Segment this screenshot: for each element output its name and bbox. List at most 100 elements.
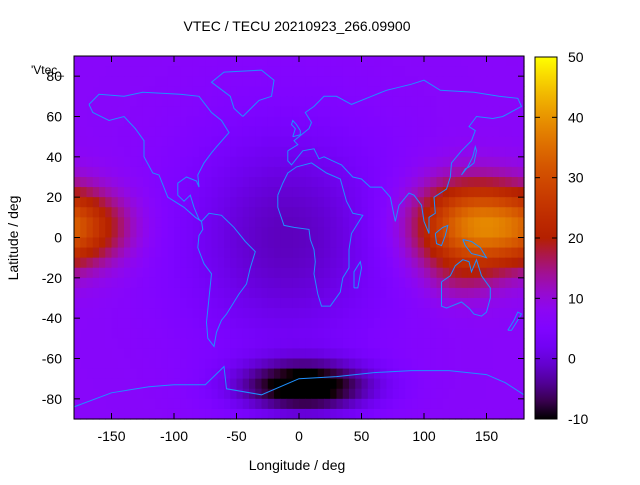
heatmap-cell (186, 398, 194, 410)
heatmap-cell (180, 338, 188, 350)
heatmap-cell (167, 86, 175, 97)
heatmap-cell (355, 308, 363, 319)
heatmap-cell (280, 378, 288, 390)
heatmap-cell (180, 166, 188, 178)
heatmap-cell (180, 408, 188, 420)
heatmap-cell (111, 146, 119, 158)
heatmap-cell (486, 116, 494, 128)
heatmap-cell (92, 247, 100, 259)
heatmap-cell (499, 187, 506, 198)
heatmap-cell (367, 86, 375, 97)
heatmap-cell (242, 368, 250, 380)
colorbar-tick-label: 10 (568, 290, 584, 306)
heatmap-cell (436, 86, 444, 97)
heatmap-cell (405, 378, 413, 390)
heatmap-cell (361, 398, 369, 410)
heatmap-cell (505, 177, 513, 188)
heatmap-cell (392, 237, 400, 249)
heatmap-cell (199, 96, 206, 108)
heatmap-cell (124, 398, 131, 410)
heatmap-cell (336, 378, 344, 390)
heatmap-cell (167, 217, 175, 229)
x-axis-label: Longitude / deg (249, 457, 346, 473)
heatmap-cell (174, 56, 181, 67)
colorbar-tick-label: 20 (568, 230, 584, 246)
heatmap-cell (230, 338, 238, 350)
heatmap-cell (486, 136, 494, 148)
heatmap-cell (230, 116, 238, 128)
heatmap-cell (180, 177, 188, 188)
heatmap-cell (255, 217, 263, 229)
heatmap-cell (105, 408, 113, 420)
heatmap-cell (105, 187, 113, 198)
heatmap-cell (74, 328, 81, 339)
heatmap-cell (449, 106, 456, 118)
heatmap-cell (486, 388, 494, 400)
heatmap-cell (111, 217, 119, 229)
heatmap-cell (424, 298, 431, 309)
heatmap-cell (236, 277, 244, 289)
heatmap-cell (361, 308, 369, 319)
coastline-new-guinea (462, 239, 488, 259)
heatmap-cell (480, 217, 488, 229)
heatmap-cell (449, 56, 456, 67)
heatmap-cell (280, 308, 288, 319)
heatmap-cell (192, 318, 200, 329)
heatmap-cell (386, 126, 394, 138)
heatmap-cell (267, 298, 275, 309)
heatmap-cell (461, 388, 469, 400)
heatmap-cell (217, 146, 225, 158)
heatmap-cell (117, 156, 125, 168)
heatmap-cell (155, 328, 163, 339)
heatmap-cell (386, 277, 394, 289)
heatmap-cell (342, 177, 350, 188)
heatmap-cell (361, 66, 369, 77)
heatmap-cell (324, 136, 331, 148)
coastline-new-zealand (507, 311, 523, 331)
heatmap-cell (442, 267, 450, 279)
heatmap-cell (142, 368, 150, 380)
heatmap-cell (424, 388, 431, 400)
heatmap-cell (174, 96, 181, 108)
heatmap-cell (130, 217, 138, 229)
heatmap-cell (380, 156, 388, 168)
heatmap-cell (330, 96, 338, 108)
heatmap-cell (149, 398, 156, 410)
heatmap-cell (242, 308, 250, 319)
heatmap-cell (117, 126, 125, 138)
heatmap-cell (80, 76, 88, 87)
heatmap-cell (480, 408, 488, 420)
heatmap-cell (267, 257, 275, 269)
heatmap-cell (499, 207, 506, 218)
heatmap-cell (380, 187, 388, 198)
heatmap-cell (142, 177, 150, 188)
heatmap-cell (136, 298, 144, 309)
y-tick-label: 80 (46, 68, 62, 84)
heatmap-cell (299, 116, 306, 128)
heatmap-cell (430, 227, 438, 239)
heatmap-cell (517, 398, 525, 410)
heatmap-cell (205, 166, 213, 178)
heatmap-cell (411, 217, 419, 229)
heatmap-cell (399, 56, 406, 67)
heatmap-cell (424, 227, 431, 239)
heatmap-cell (99, 146, 106, 158)
heatmap-cell (361, 116, 369, 128)
heatmap-cell (361, 56, 369, 67)
heatmap-cell (286, 298, 294, 309)
heatmap-cell (205, 338, 213, 350)
heatmap-cell (411, 106, 419, 118)
heatmap-cell (224, 116, 231, 128)
heatmap-cell (461, 96, 469, 108)
heatmap-cell (267, 207, 275, 218)
heatmap-cell (336, 177, 344, 188)
heatmap-cell (249, 308, 256, 319)
heatmap-cell (230, 197, 238, 208)
heatmap-cell (299, 257, 306, 269)
heatmap-cell (92, 348, 100, 360)
heatmap-cell (199, 217, 206, 229)
heatmap-cell (167, 207, 175, 218)
heatmap-cell (180, 207, 188, 218)
heatmap-cell (180, 126, 188, 138)
heatmap-cell (499, 358, 506, 370)
